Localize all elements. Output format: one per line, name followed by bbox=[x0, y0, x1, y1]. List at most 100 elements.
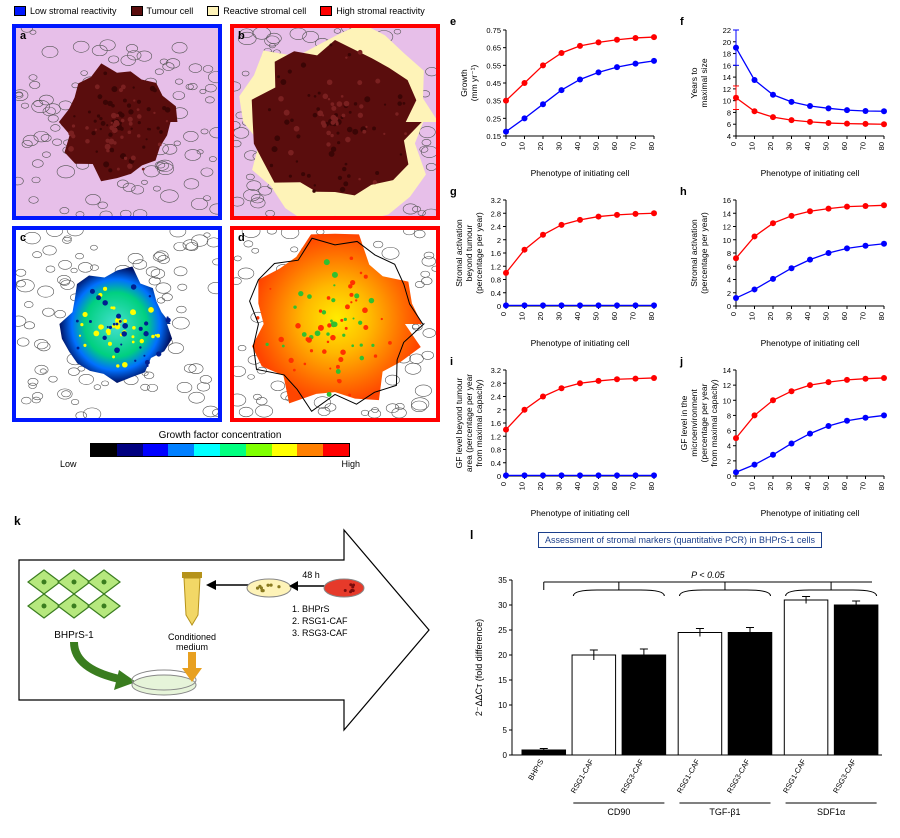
svg-text:0.25: 0.25 bbox=[486, 114, 501, 123]
svg-text:RSG1-CAF: RSG1-CAF bbox=[781, 757, 808, 795]
svg-text:60: 60 bbox=[840, 312, 849, 320]
svg-text:GF level in the: GF level in the bbox=[679, 395, 689, 450]
svg-text:80: 80 bbox=[647, 482, 656, 490]
svg-text:35: 35 bbox=[498, 576, 507, 585]
svg-text:1.6: 1.6 bbox=[491, 419, 501, 428]
gf-high: High bbox=[341, 459, 360, 469]
svg-text:20: 20 bbox=[498, 651, 507, 660]
svg-text:RSG3-CAF: RSG3-CAF bbox=[831, 757, 858, 795]
svg-text:60: 60 bbox=[610, 312, 619, 320]
svg-text:60: 60 bbox=[840, 482, 849, 490]
gf-low: Low bbox=[60, 459, 77, 469]
svg-text:2: 2 bbox=[497, 236, 501, 245]
svg-text:2.8: 2.8 bbox=[491, 209, 501, 218]
svg-text:70: 70 bbox=[629, 142, 638, 150]
svg-text:Phenotype of initiating cell: Phenotype of initiating cell bbox=[531, 508, 630, 518]
svg-text:10: 10 bbox=[498, 701, 507, 710]
svg-text:50: 50 bbox=[822, 312, 831, 320]
svg-text:6: 6 bbox=[727, 262, 731, 271]
svg-text:48 h: 48 h bbox=[302, 570, 320, 580]
svg-text:0: 0 bbox=[497, 472, 501, 481]
svg-text:5: 5 bbox=[503, 726, 508, 735]
svg-text:14: 14 bbox=[723, 73, 731, 82]
svg-text:30: 30 bbox=[785, 482, 794, 490]
svg-text:20: 20 bbox=[766, 482, 775, 490]
svg-text:14: 14 bbox=[723, 209, 731, 218]
panel-l: l Assessment of stromal markers (quantit… bbox=[470, 530, 890, 820]
svg-text:0.75: 0.75 bbox=[486, 26, 501, 35]
svg-text:8: 8 bbox=[727, 411, 731, 420]
svg-text:0.55: 0.55 bbox=[486, 61, 501, 70]
svg-text:20: 20 bbox=[536, 142, 545, 150]
svg-text:20: 20 bbox=[536, 312, 545, 320]
svg-text:6: 6 bbox=[727, 427, 731, 436]
svg-text:2: 2 bbox=[727, 457, 731, 466]
svg-text:maximal size: maximal size bbox=[699, 58, 709, 107]
svg-text:4: 4 bbox=[727, 442, 731, 451]
svg-text:10: 10 bbox=[518, 142, 527, 150]
gf-colorbar bbox=[90, 443, 350, 457]
svg-text:40: 40 bbox=[803, 312, 812, 320]
legend-sw-2 bbox=[207, 6, 219, 16]
chart-i: i00.40.81.21.622.42.83.20102030405060708… bbox=[460, 360, 660, 520]
svg-text:0.4: 0.4 bbox=[491, 459, 501, 468]
svg-text:2.8: 2.8 bbox=[491, 379, 501, 388]
svg-text:from maximal capacity): from maximal capacity) bbox=[474, 379, 484, 467]
chart-e: e0.150.250.350.450.550.650.7501020304050… bbox=[460, 20, 660, 180]
svg-text:3.2: 3.2 bbox=[491, 366, 501, 375]
svg-text:30: 30 bbox=[555, 142, 564, 150]
svg-text:0: 0 bbox=[503, 751, 508, 760]
svg-text:0.8: 0.8 bbox=[491, 276, 501, 285]
svg-text:area (percentage per year: area (percentage per year bbox=[464, 374, 474, 472]
gf-legend: Growth factor concentration LowHigh bbox=[80, 430, 360, 469]
svg-text:beyond tumour: beyond tumour bbox=[464, 224, 474, 281]
svg-text:0.65: 0.65 bbox=[486, 44, 501, 53]
svg-text:10: 10 bbox=[748, 482, 757, 490]
svg-text:(percentage per year: (percentage per year bbox=[699, 383, 709, 462]
svg-text:50: 50 bbox=[592, 142, 601, 150]
chart-f: f4681012141618202201020304050607080Pheno… bbox=[690, 20, 890, 180]
svg-text:Stromal activation: Stromal activation bbox=[454, 219, 464, 287]
svg-text:10: 10 bbox=[518, 482, 527, 490]
svg-text:18: 18 bbox=[723, 50, 731, 59]
svg-text:0: 0 bbox=[729, 142, 738, 146]
svg-text:Stromal activation: Stromal activation bbox=[689, 219, 699, 287]
svg-text:50: 50 bbox=[822, 482, 831, 490]
svg-text:8: 8 bbox=[727, 108, 731, 117]
svg-text:50: 50 bbox=[592, 312, 601, 320]
svg-text:60: 60 bbox=[610, 142, 619, 150]
svg-text:50: 50 bbox=[822, 142, 831, 150]
svg-text:20: 20 bbox=[766, 312, 775, 320]
svg-text:60: 60 bbox=[840, 142, 849, 150]
panel-a: a bbox=[12, 24, 222, 220]
svg-text:12: 12 bbox=[723, 381, 731, 390]
svg-text:0.8: 0.8 bbox=[491, 446, 501, 455]
legend-sw-1 bbox=[131, 6, 143, 16]
svg-text:2.4: 2.4 bbox=[491, 223, 501, 232]
svg-text:10: 10 bbox=[748, 312, 757, 320]
svg-text:30: 30 bbox=[555, 312, 564, 320]
svg-text:0.35: 0.35 bbox=[486, 97, 501, 106]
svg-text:Phenotype of initiating cell: Phenotype of initiating cell bbox=[761, 508, 860, 518]
svg-text:Phenotype of initiating cell: Phenotype of initiating cell bbox=[531, 168, 630, 178]
svg-text:1. BHPrS: 1. BHPrS bbox=[292, 604, 330, 614]
svg-text:Phenotype of initiating cell: Phenotype of initiating cell bbox=[761, 338, 860, 348]
svg-text:2⁻ΔΔCᴛ (fold difference): 2⁻ΔΔCᴛ (fold difference) bbox=[474, 619, 484, 716]
svg-text:0: 0 bbox=[727, 472, 731, 481]
svg-text:50: 50 bbox=[592, 482, 601, 490]
legend-label-2: Reactive stromal cell bbox=[223, 6, 306, 16]
chart-g: g00.40.81.21.622.42.83.20102030405060708… bbox=[460, 190, 660, 350]
panel-d: d bbox=[230, 226, 440, 422]
svg-text:10: 10 bbox=[723, 97, 731, 106]
svg-text:10: 10 bbox=[748, 142, 757, 150]
legend-sw-0 bbox=[14, 6, 26, 16]
panel-b: b bbox=[230, 24, 440, 220]
svg-text:70: 70 bbox=[629, 482, 638, 490]
svg-text:BHPrS-1: BHPrS-1 bbox=[54, 630, 94, 641]
svg-text:TGF-β1: TGF-β1 bbox=[709, 807, 740, 817]
svg-text:40: 40 bbox=[803, 482, 812, 490]
chart-j: j0246810121401020304050607080Phenotype o… bbox=[690, 360, 890, 520]
svg-text:30: 30 bbox=[498, 601, 507, 610]
svg-text:3. RSG3-CAF: 3. RSG3-CAF bbox=[292, 628, 348, 638]
panel-c: c bbox=[12, 226, 222, 422]
